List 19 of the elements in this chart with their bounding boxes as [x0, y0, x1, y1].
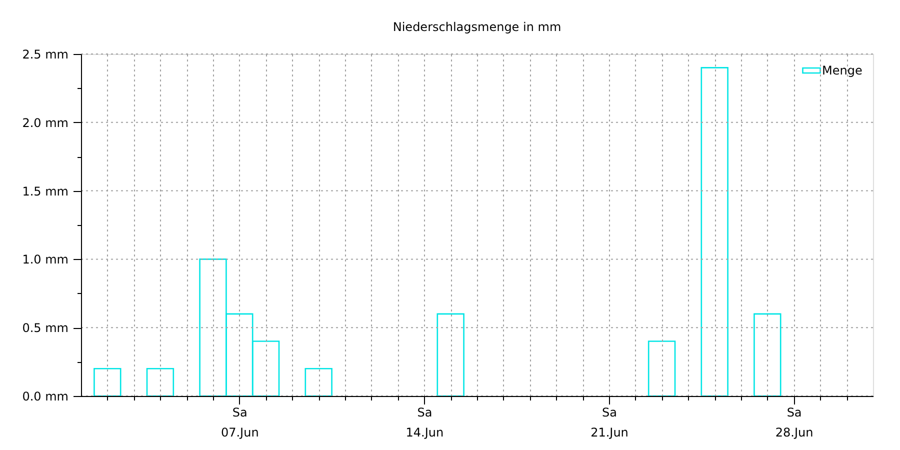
bar	[94, 368, 122, 397]
x-tick-label: Sa 28.Jun	[775, 406, 814, 440]
x-tick-label: Sa 14.Jun	[406, 406, 444, 440]
bar	[754, 313, 782, 397]
bar	[436, 313, 464, 397]
y-tick-label: 1.5 mm	[22, 184, 68, 198]
y-tick-label: 0.5 mm	[22, 321, 68, 336]
y-tick-label: 2.5 mm	[22, 48, 68, 62]
y-tick-label: 2.0 mm	[22, 116, 68, 130]
y-tick-label: 0.0 mm	[22, 390, 68, 404]
bar	[304, 368, 332, 397]
x-tick-label: Sa 21.Jun	[590, 406, 628, 440]
x-tick-label: Sa 07.Jun	[220, 406, 259, 440]
y-tick-label: 1.0 mm	[22, 252, 68, 267]
chart-title: Niederschlagsmenge in mm	[392, 20, 562, 34]
bar	[146, 368, 174, 397]
legend-label: Menge	[822, 64, 862, 78]
bar	[700, 67, 728, 397]
bar	[648, 340, 676, 397]
